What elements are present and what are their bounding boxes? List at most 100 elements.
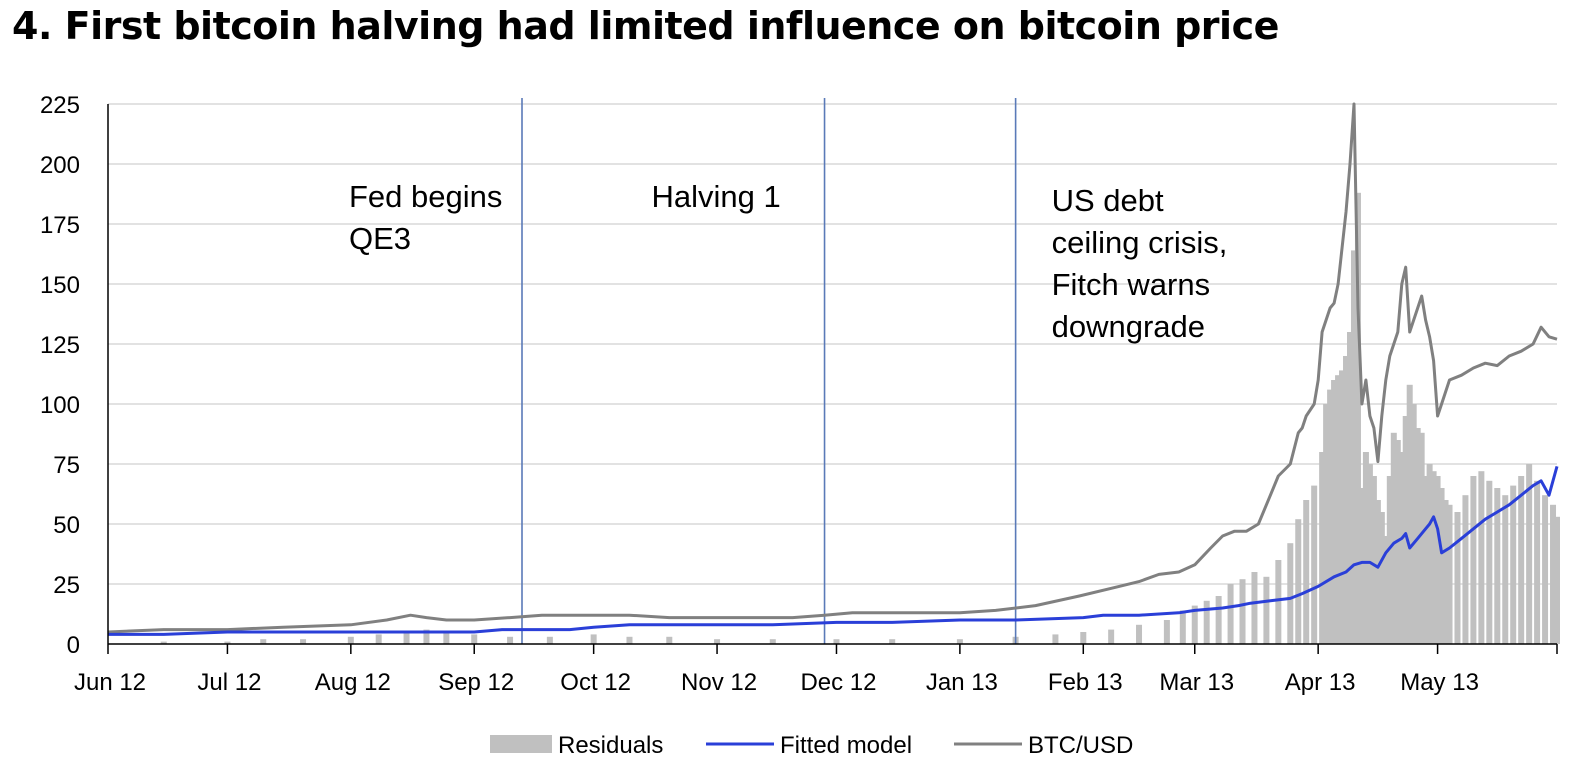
residual-bar — [1366, 464, 1373, 644]
residual-bar — [1287, 543, 1294, 644]
residual-bar — [160, 641, 167, 644]
residual-bar — [1414, 428, 1421, 644]
residual-bar — [1494, 488, 1501, 644]
residual-bar — [1430, 471, 1437, 644]
residual-bar — [1542, 495, 1549, 644]
residual-bar — [423, 629, 430, 644]
y-tick-label: 75 — [53, 452, 80, 479]
chart-title: 4. First bitcoin halving had limited inf… — [12, 4, 1279, 48]
annotation-text: ceiling crisis, — [1052, 225, 1228, 260]
residual-bar — [1410, 404, 1417, 644]
residual-bar — [1303, 500, 1310, 644]
residual-bar — [1354, 192, 1361, 645]
residual-bar — [1550, 504, 1557, 644]
residual-bar — [1331, 380, 1338, 644]
residual-bar — [1554, 516, 1560, 644]
residual-bar — [1227, 584, 1234, 644]
residual-bar — [1402, 416, 1409, 644]
series-line-btc-usd — [107, 102, 1558, 634]
y-tick-label: 100 — [40, 392, 80, 419]
residual-bar — [1534, 480, 1541, 644]
residual-bar — [443, 632, 450, 644]
residual-bar — [300, 639, 307, 644]
residual-bar — [666, 636, 673, 644]
residual-bar — [1438, 488, 1445, 644]
residual-bar — [1378, 512, 1385, 644]
x-tick-label: May 13 — [1400, 669, 1479, 696]
y-tick-label: 200 — [40, 152, 80, 179]
y-tick-label: 175 — [40, 212, 80, 239]
residual-bar — [1386, 476, 1393, 644]
residual-bar — [626, 636, 633, 644]
annotation-text: downgrade — [1052, 309, 1205, 344]
residual-bar — [1374, 500, 1381, 644]
x-tick-label: Oct 12 — [560, 669, 631, 696]
residual-bar — [1398, 452, 1405, 644]
residual-bar — [403, 632, 410, 644]
x-tick-label: Feb 13 — [1048, 669, 1123, 696]
residual-bar — [1179, 610, 1186, 644]
residual-bar — [1454, 512, 1461, 644]
residual-bar — [1108, 629, 1115, 644]
x-tick-label: Nov 12 — [681, 669, 757, 696]
residual-bar — [1382, 536, 1389, 644]
legend-label: BTC/USD — [1028, 732, 1133, 759]
residual-bar — [1446, 504, 1453, 644]
residual-bar — [224, 641, 231, 644]
residual-bar — [1406, 384, 1413, 644]
annotation-text: QE3 — [349, 221, 411, 256]
residual-bar — [1526, 464, 1533, 644]
residual-bar — [347, 636, 354, 644]
residual-bar — [1502, 495, 1509, 644]
residual-bar — [1191, 605, 1198, 644]
y-tick-label: 50 — [53, 512, 80, 539]
residual-bar — [1518, 476, 1525, 644]
y-tick-label: 225 — [40, 92, 80, 119]
series-lines — [107, 102, 1559, 636]
residual-bar — [1422, 476, 1429, 644]
residual-bar — [1275, 560, 1282, 644]
residual-bar — [833, 639, 840, 644]
residual-bar — [1339, 370, 1346, 644]
residual-bar — [1418, 432, 1425, 644]
y-tick-label: 25 — [53, 572, 80, 599]
residual-bar — [260, 639, 267, 644]
residual-bar — [546, 636, 553, 644]
residual-bar — [1215, 596, 1222, 644]
legend-label: Residuals — [558, 732, 663, 759]
residual-bar — [769, 639, 776, 644]
residual-bar — [1163, 620, 1170, 644]
residual-bar — [1311, 485, 1318, 644]
residual-bar — [1347, 332, 1353, 644]
annotation-text: Fed begins — [349, 179, 502, 214]
residual-bar — [1319, 452, 1326, 644]
x-tick-label: Sep 12 — [438, 669, 514, 696]
residual-bar — [1327, 389, 1334, 644]
series-line-fitted-model — [108, 465, 1559, 636]
legend-label: Fitted model — [780, 732, 912, 759]
x-tick-label: Jun 12 — [74, 669, 146, 696]
residual-bar — [590, 634, 597, 644]
residual-bar — [1470, 476, 1477, 644]
grid-layer — [108, 103, 1557, 585]
residual-bar — [507, 636, 514, 644]
residual-bar — [1203, 600, 1210, 644]
residual-bar — [1343, 356, 1350, 644]
legend-swatch-residuals — [490, 735, 552, 753]
residual-bar — [1362, 452, 1369, 644]
residual-bar — [1358, 488, 1365, 644]
residual-bar — [1510, 485, 1517, 644]
x-tick-label: Dec 12 — [800, 669, 876, 696]
x-tick-label: Jul 12 — [197, 669, 261, 696]
residual-bar — [1239, 579, 1246, 644]
annotations: Fed begins QE3 Halving 1 US debt ceiling cri… — [349, 179, 1227, 344]
residual-bar — [956, 639, 963, 644]
residual-bar — [1426, 464, 1433, 644]
annotation-text: US debt — [1052, 183, 1164, 218]
residual-bar — [375, 634, 382, 644]
residual-bar — [1052, 634, 1059, 644]
x-tick-label: Apr 13 — [1285, 669, 1356, 696]
residual-bar — [1251, 572, 1258, 644]
x-tick-label: Aug 12 — [315, 669, 391, 696]
